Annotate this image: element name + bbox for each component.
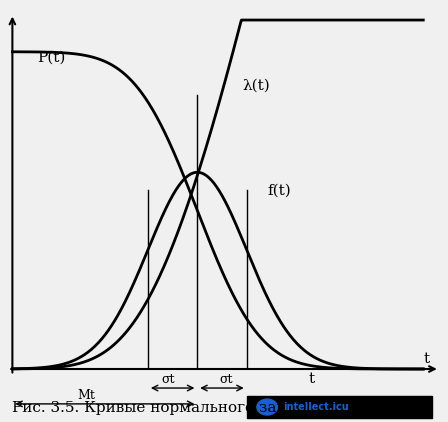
- Text: intellect.icu: intellect.icu: [284, 402, 349, 412]
- Text: Рис. 3.5. Кривые нормального зако: Рис. 3.5. Кривые нормального зако: [13, 401, 295, 415]
- Text: Mt: Mt: [77, 389, 95, 402]
- Text: t: t: [308, 372, 314, 386]
- Text: t: t: [423, 352, 430, 366]
- Bar: [246, 396, 431, 418]
- Text: λ(t): λ(t): [242, 79, 270, 93]
- Text: σt: σt: [220, 373, 233, 386]
- Text: σt: σt: [162, 373, 175, 386]
- Circle shape: [257, 399, 277, 415]
- Text: f(t): f(t): [267, 184, 291, 197]
- Text: P(t): P(t): [37, 50, 65, 64]
